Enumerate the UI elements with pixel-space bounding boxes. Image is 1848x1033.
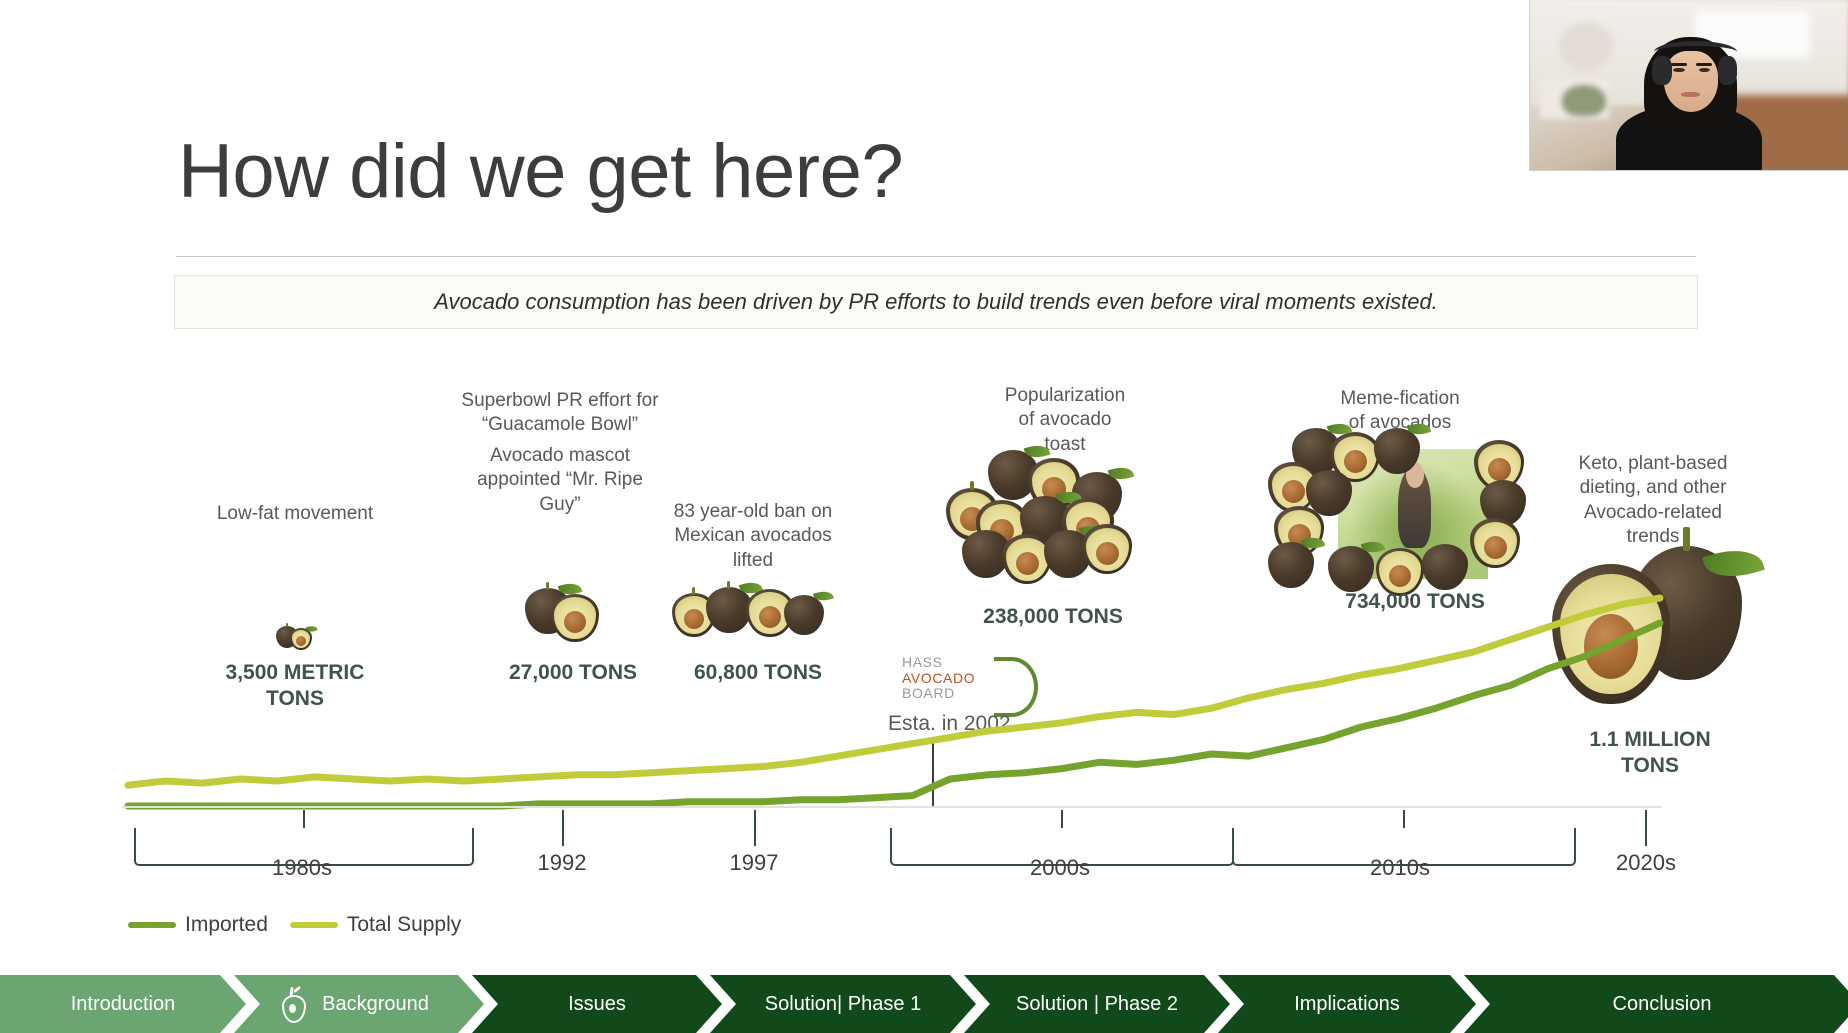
avocado-cluster-2010s <box>1268 420 1538 598</box>
axis-label-1992: 1992 <box>537 850 587 875</box>
nav-label-issues: Issues <box>568 992 626 1015</box>
annotation-keto-trends: Keto, plant-based dieting, and other Avoca… <box>1578 453 1728 547</box>
headphone-right-cup <box>1717 56 1737 85</box>
annotation-superbowl-pr: Superbowl PR effort for “Guacamole Bowl” <box>461 390 659 436</box>
avocado-icon <box>1268 534 1326 588</box>
axis-label-2010s: 2010s <box>1370 855 1430 880</box>
headphone-left-cup <box>1652 56 1672 85</box>
nav-label-solution-phase-1: Solution| Phase 1 <box>764 992 922 1015</box>
title-divider <box>176 256 1696 257</box>
annotation-low-fat-movement: Low-fat movement <box>216 503 374 524</box>
section-navigation[interactable]: Introduction Background Issues Solution|… <box>0 975 1848 1033</box>
webcam-plant <box>1561 85 1607 116</box>
avocado-cluster-2000s <box>940 438 1160 598</box>
legend-swatch-total-supply <box>289 922 338 928</box>
avocado-icon <box>1474 440 1524 490</box>
nav-item-solution-phase-2[interactable]: Solution | Phase 2 <box>964 975 1230 1033</box>
subtitle-banner: Avocado consumption has been driven by P… <box>174 275 1698 329</box>
legend-label-total-supply: Total Supply <box>346 913 462 936</box>
axis-label-1997: 1997 <box>729 850 779 875</box>
legend-item-total-supply: Total Supply <box>289 913 462 937</box>
annotation-avocado-toast: Popularization of avocado toast <box>1004 385 1126 455</box>
avocado-icon <box>1374 420 1432 474</box>
webcam-person-mouth <box>1681 91 1701 97</box>
nav-label-background: Background <box>322 992 429 1015</box>
avocado-icon <box>1306 470 1352 516</box>
nav-item-introduction[interactable]: Introduction <box>0 975 246 1033</box>
headphones-icon <box>1654 40 1737 63</box>
avocado-icon <box>1330 432 1380 482</box>
legend-label-imported: Imported <box>185 913 268 936</box>
axis-label-2000s: 2000s <box>1030 855 1090 880</box>
webcam-video-tile[interactable] <box>1529 0 1848 171</box>
webcam-person-brow-right <box>1696 62 1713 66</box>
avocado-icon <box>1002 534 1052 584</box>
nav-label-implications: Implications <box>1294 992 1400 1015</box>
avocado-icon <box>1376 548 1424 596</box>
chart-baseline <box>122 806 1662 808</box>
axis-label-2020s: 2020s <box>1616 850 1676 875</box>
avocado-icon <box>1082 524 1132 574</box>
nav-item-conclusion[interactable]: Conclusion <box>1464 975 1848 1033</box>
avocado-icon <box>1470 518 1520 568</box>
tick-1997 <box>754 810 756 846</box>
nav-item-solution-phase-1[interactable]: Solution| Phase 1 <box>710 975 976 1033</box>
chart-legend: Imported Total Supply <box>128 913 461 937</box>
webcam-person-eye-left <box>1673 68 1685 73</box>
annotation-mexican-ban-lifted: 83 year-old ban on Mexican avocados lifted <box>673 501 833 571</box>
nav-label-introduction: Introduction <box>70 992 176 1015</box>
legend-item-imported: Imported <box>128 913 268 937</box>
avocado-icon <box>1328 538 1386 592</box>
nav-item-implications[interactable]: Implications <box>1218 975 1476 1033</box>
webcam-person-eye-right <box>1698 68 1710 73</box>
page-title: How did we get here? <box>178 129 904 214</box>
tick-1992 <box>562 810 564 846</box>
nav-label-conclusion: Conclusion <box>1612 992 1712 1015</box>
annotation-avocado-mascot: Avocado mascot appointed “Mr. Ripe Guy” <box>477 445 643 515</box>
webcam-wall-art <box>1558 22 1613 70</box>
subtitle-text: Avocado consumption has been driven by P… <box>434 289 1438 314</box>
nav-label-solution-phase-2: Solution | Phase 2 <box>1016 992 1178 1015</box>
axis-label-1980s: 1980s <box>272 855 332 880</box>
nav-item-background[interactable]: Background <box>234 975 484 1033</box>
avocado-icon <box>279 989 305 1019</box>
legend-swatch-imported <box>128 922 176 928</box>
bracket-1980s <box>134 810 474 866</box>
tick-2020s <box>1645 810 1647 846</box>
bracket-2010s <box>1232 810 1576 866</box>
avocado-icon <box>1422 544 1468 590</box>
nav-item-issues[interactable]: Issues <box>472 975 722 1033</box>
webcam-person-brow-left <box>1671 62 1688 66</box>
